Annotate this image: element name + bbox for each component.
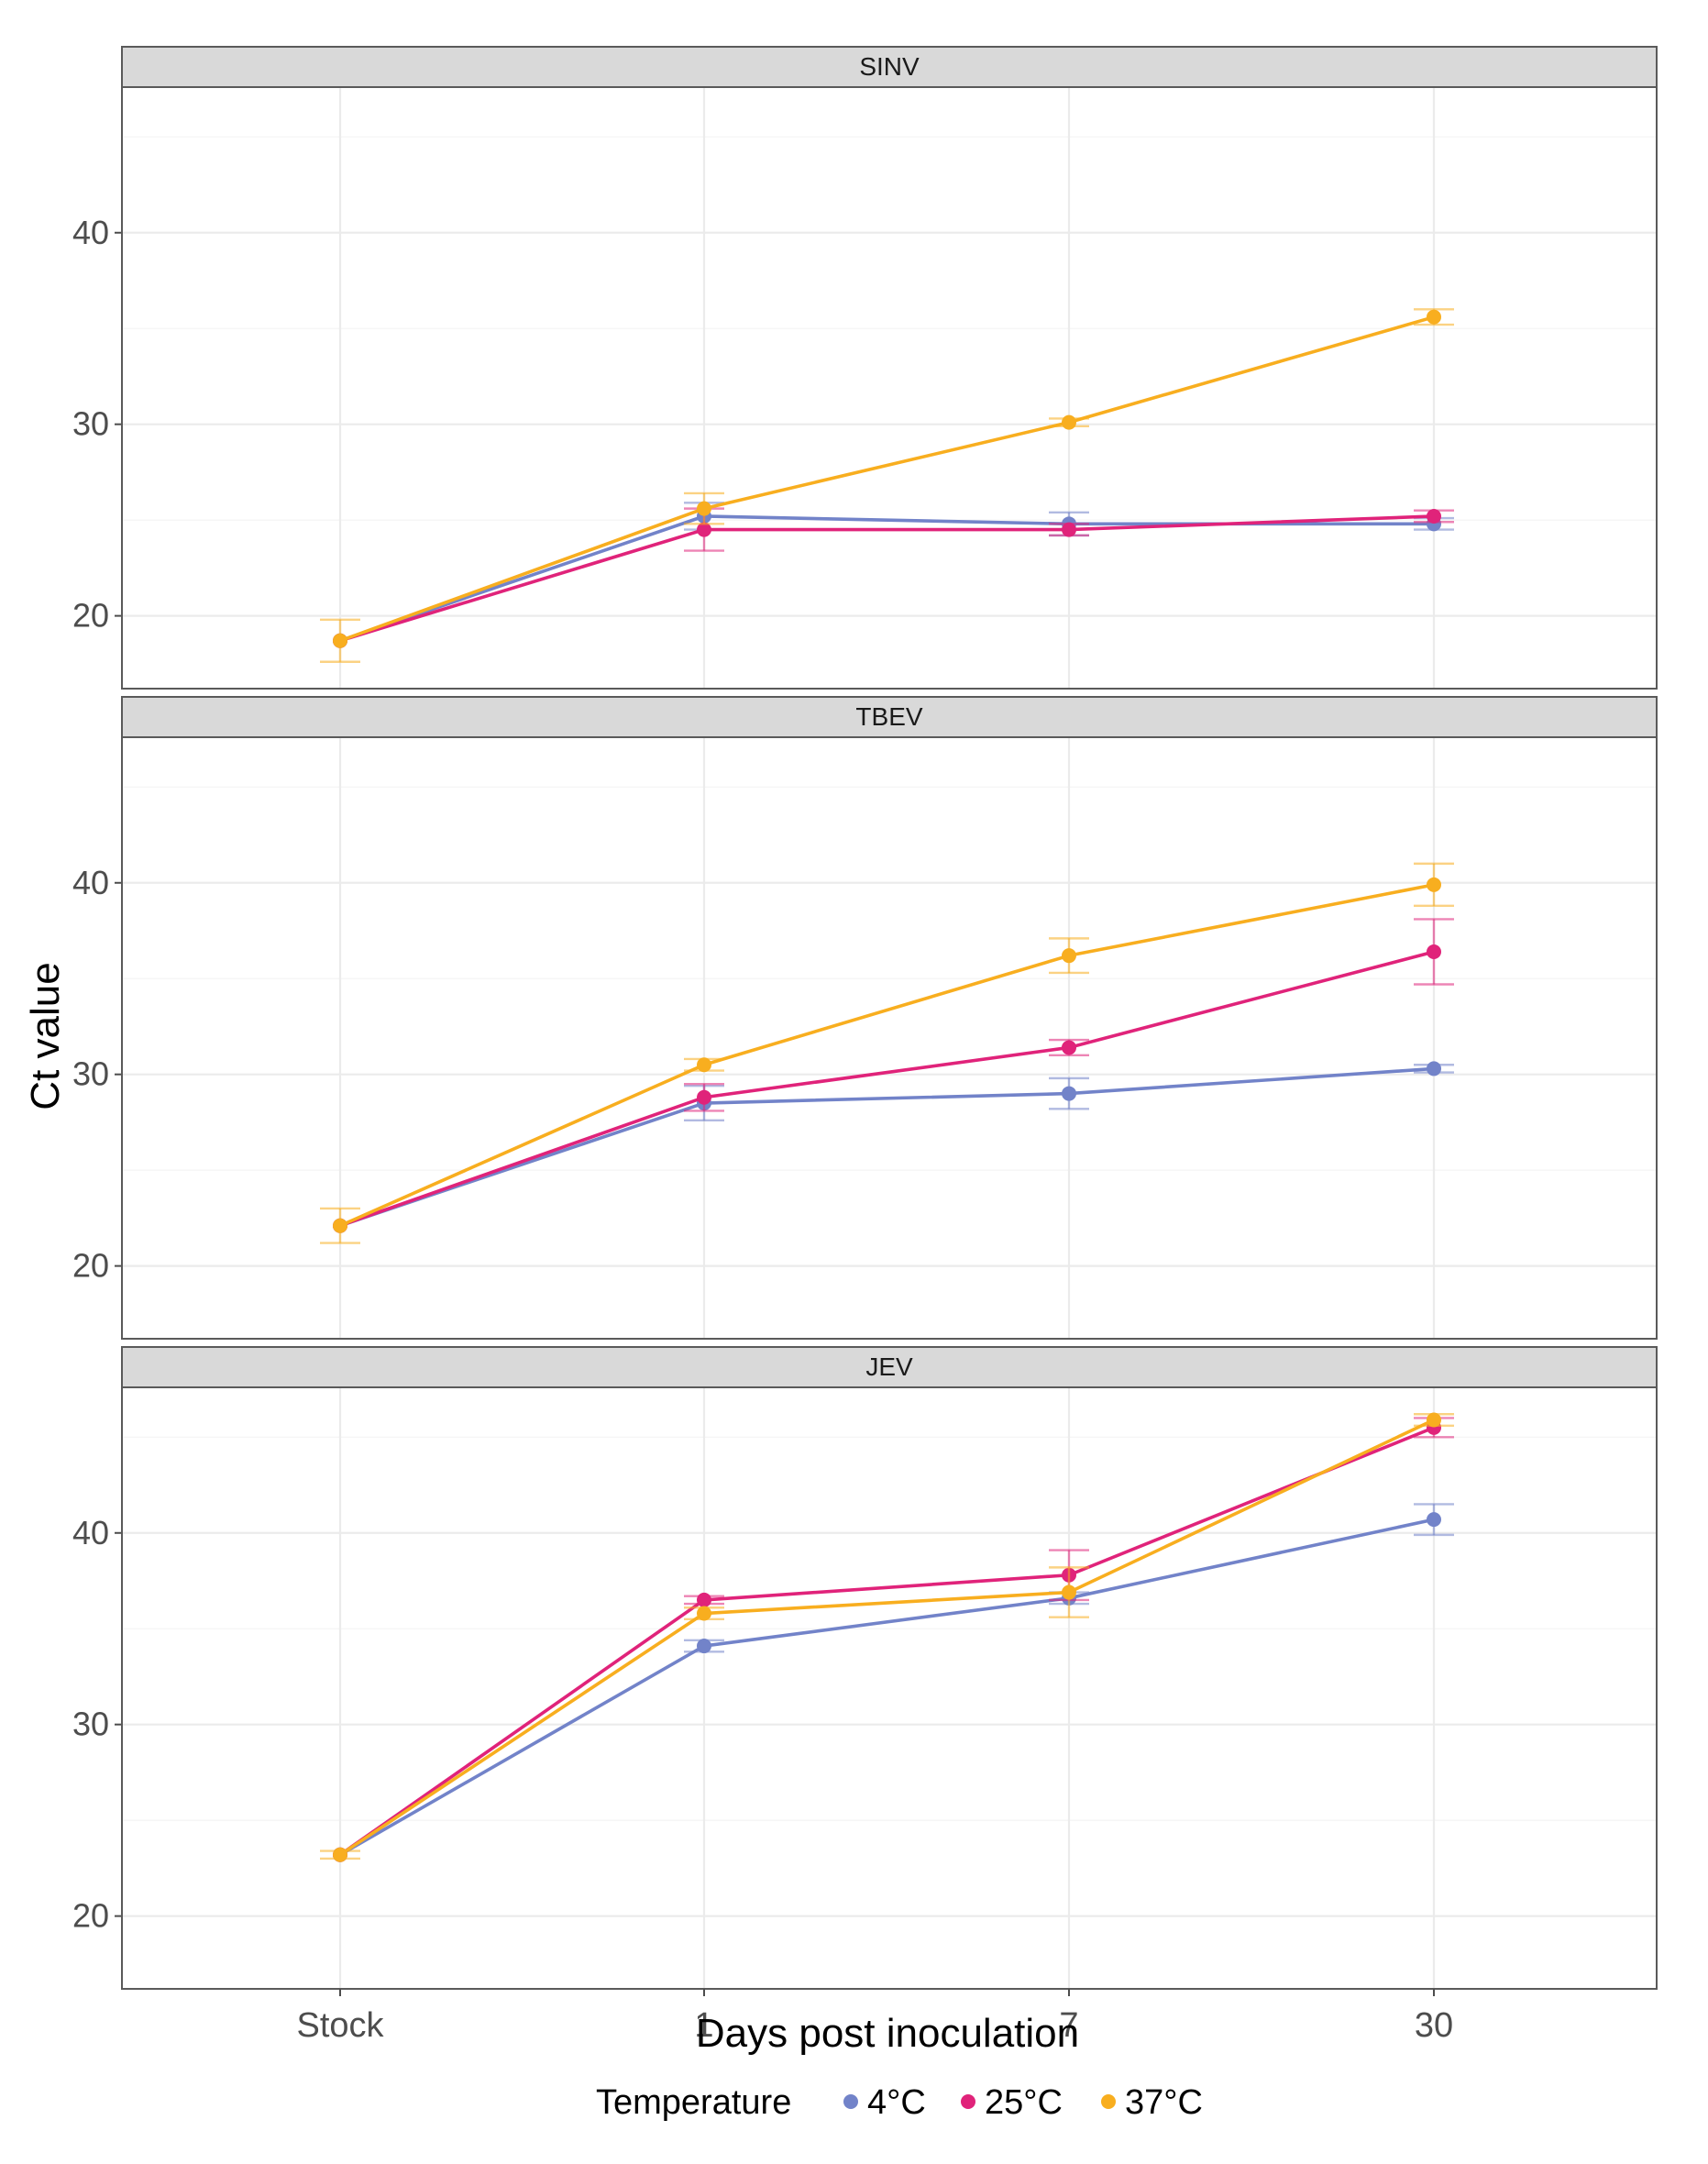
panel-border [121,736,1658,1340]
data-point [697,1592,711,1607]
facet-strip-label: JEV [865,1352,913,1381]
legend-title: Temperature [596,2083,791,2122]
data-point [1062,414,1076,430]
y-tick-label: 20 [72,1897,109,1935]
x-tick-label: Stock [296,2006,384,2045]
facet-strip [121,1346,1658,1388]
data-point [697,501,711,516]
y-tick-label: 20 [72,597,109,635]
legend-label: 37°C [1125,2083,1203,2122]
facet-strip-label: TBEV [855,702,922,731]
series-line [339,950,1435,1228]
series-line [339,1418,1435,1857]
data-point [1062,1584,1076,1600]
data-point [333,633,347,648]
data-point [697,1606,711,1621]
data-point [697,1089,711,1105]
series-line [339,1066,1435,1228]
legend-entry-4CC: 4°C [843,2083,926,2122]
data-point [1062,1040,1076,1055]
data-point [1062,948,1076,964]
legend-key [843,2094,858,2109]
series-line [339,1518,1435,1857]
series-37CC [320,1412,1454,1862]
data-point [697,1057,711,1073]
data-point [1427,1061,1441,1076]
series-line [338,1426,1435,1857]
data-point [1427,877,1441,892]
data-point [333,1847,347,1862]
facet-strip [121,46,1658,88]
series-37CC [320,862,1454,1244]
data-point [1427,1412,1441,1428]
legend-key [1101,2094,1116,2109]
facet-strip-label: SINV [859,52,920,81]
y-tick-label: 30 [72,1706,109,1743]
series-37CC [320,308,1454,663]
data-point [697,1639,711,1654]
facet-strip [121,696,1658,738]
panel-border [121,86,1658,690]
data-point [333,1218,347,1233]
legend: Temperature 4°C 25°C 37°C [596,2083,1203,2122]
x-tick-label: 30 [1415,2006,1453,2045]
y-axis-title: Ct value [23,962,68,1110]
legend-key [961,2094,975,2109]
x-tick-label: 7 [1059,2006,1078,2045]
y-tick-label: 40 [72,1514,109,1551]
facet-panel-sinv: SINV 20 30 40 [72,46,1658,690]
facet-panel-jev: JEV 20 30 40 Stock 1 7 30 [72,1346,1658,2045]
y-tick-label: 30 [72,405,109,443]
legend-entry-37CC: 37°C [1101,2083,1203,2122]
facet-panels: SINV 20 30 40 TBEV 20 30 40 JEV 20 30 40 Stock 1 7 30 [72,46,1658,2045]
y-tick-label: 20 [72,1247,109,1285]
data-point [1427,1512,1441,1528]
plot-area [122,1387,1657,1989]
data-point [1062,1086,1076,1101]
data-point [1062,522,1076,537]
legend-label: 4°C [867,2083,926,2122]
facet-panel-tbev: TBEV 20 30 40 [72,696,1658,1340]
series-line [339,883,1435,1228]
y-tick-label: 30 [72,1055,109,1093]
legend-label: 25°C [985,2083,1063,2122]
y-tick-label: 40 [72,214,109,251]
legend-entries: 4°C 25°C 37°C [843,2083,1203,2122]
legend-entry-25CC: 25°C [961,2083,1063,2122]
panel-border [121,1386,1658,1990]
y-tick-label: 40 [72,864,109,901]
series-line [339,514,1435,643]
plot-area [122,87,1657,689]
data-point [1427,944,1441,959]
data-point [1427,508,1441,524]
plot-area [122,737,1657,1339]
series-line [339,315,1435,643]
x-axis-title: Days post inoculation [696,2011,1079,2056]
data-point [697,522,711,537]
x-tick-label: 1 [694,2006,713,2045]
data-point [1427,309,1441,325]
